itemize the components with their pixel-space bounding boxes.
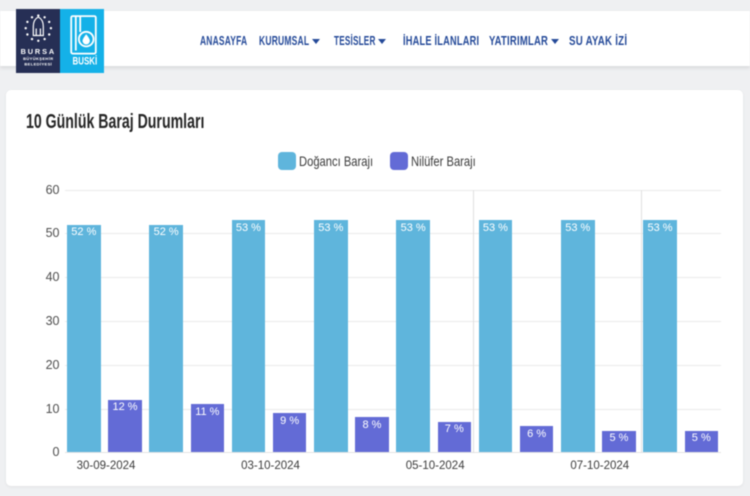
svg-text:BUSKİ: BUSKİ: [73, 54, 98, 67]
svg-text:BURSA: BURSA: [21, 47, 56, 56]
svg-text:BELEDİYESİ: BELEDİYESİ: [24, 62, 52, 67]
svg-text:BÜYÜKŞEHİR: BÜYÜKŞEHİR: [23, 56, 53, 61]
